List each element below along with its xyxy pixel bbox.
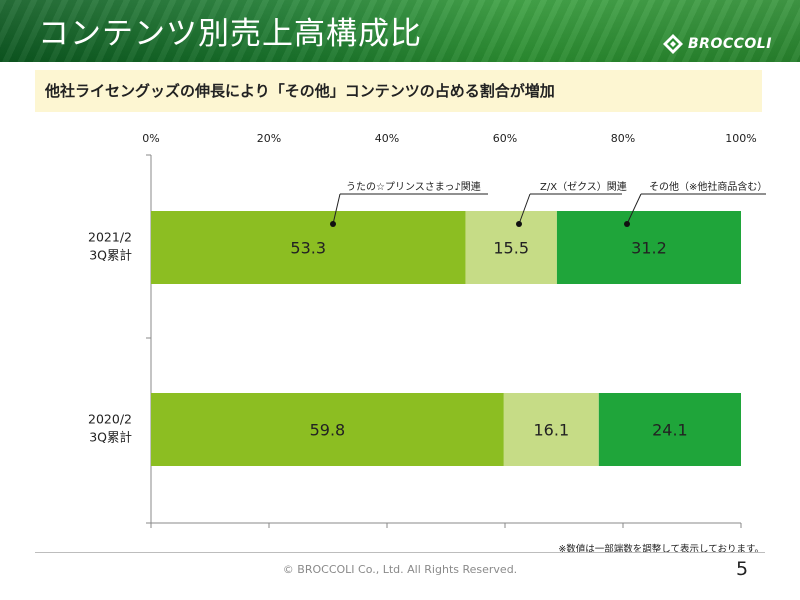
- data-label: 53.3: [290, 239, 326, 258]
- bar-segment: [151, 211, 466, 284]
- x-tick-label: 100%: [725, 132, 756, 145]
- header-banner: コンテンツ別売上高構成比 BROCCOLI: [0, 0, 800, 62]
- data-label: 59.8: [310, 421, 346, 440]
- bar-segment: [556, 211, 741, 284]
- bar-segment: [598, 393, 741, 466]
- legend-callout-label: うたの☆プリンスさまっ♪関連: [346, 180, 481, 193]
- copyright: © BROCCOLI Co., Ltd. All Rights Reserved…: [282, 563, 518, 576]
- category-label: 3Q累計: [89, 430, 132, 445]
- header-texture: [0, 0, 800, 62]
- x-tick-label: 40%: [375, 132, 399, 145]
- logo-text: BROCCOLI: [688, 36, 772, 52]
- x-tick-label: 80%: [611, 132, 635, 145]
- category-label: 2020/2: [88, 412, 132, 427]
- subtitle: 他社ライセングッズの伸長により「その他」コンテンツの占める割合が増加: [45, 82, 555, 100]
- broccoli-logo: BROCCOLI: [662, 32, 772, 56]
- legend-callout-leader: [626, 193, 642, 225]
- legend-callout-dot: [624, 221, 630, 227]
- broccoli-logo-icon: [663, 34, 683, 54]
- legend-callout-label: Z/X（ゼクス）関連: [540, 180, 627, 193]
- legend-callout-dot: [330, 221, 336, 227]
- legend-callout-leader: [332, 193, 341, 225]
- data-label: 16.1: [534, 421, 570, 440]
- page-number: 5: [736, 558, 749, 580]
- bar-segment: [503, 393, 599, 466]
- category-label: 2021/2: [88, 230, 132, 245]
- data-label: 15.5: [493, 239, 529, 258]
- page-title: コンテンツ別売上高構成比: [38, 16, 422, 52]
- category-label: 3Q累計: [89, 248, 132, 263]
- data-label: 31.2: [631, 239, 667, 258]
- subtitle-box: 他社ライセングッズの伸長により「その他」コンテンツの占める割合が増加: [35, 70, 762, 112]
- bar-segment: [465, 211, 557, 284]
- legend-callout-label: その他（※他社商品含む）: [649, 180, 767, 193]
- legend-callout-dot: [516, 221, 522, 227]
- x-tick-label: 0%: [142, 132, 159, 145]
- data-label: 24.1: [652, 421, 688, 440]
- footer-divider: [35, 552, 765, 553]
- bar-segment: [151, 393, 504, 466]
- legend-callout-leader: [518, 193, 531, 225]
- footnote: ※数値は一部端数を調整して表示しております。: [558, 544, 764, 555]
- x-tick-label: 20%: [257, 132, 281, 145]
- x-tick-label: 60%: [493, 132, 517, 145]
